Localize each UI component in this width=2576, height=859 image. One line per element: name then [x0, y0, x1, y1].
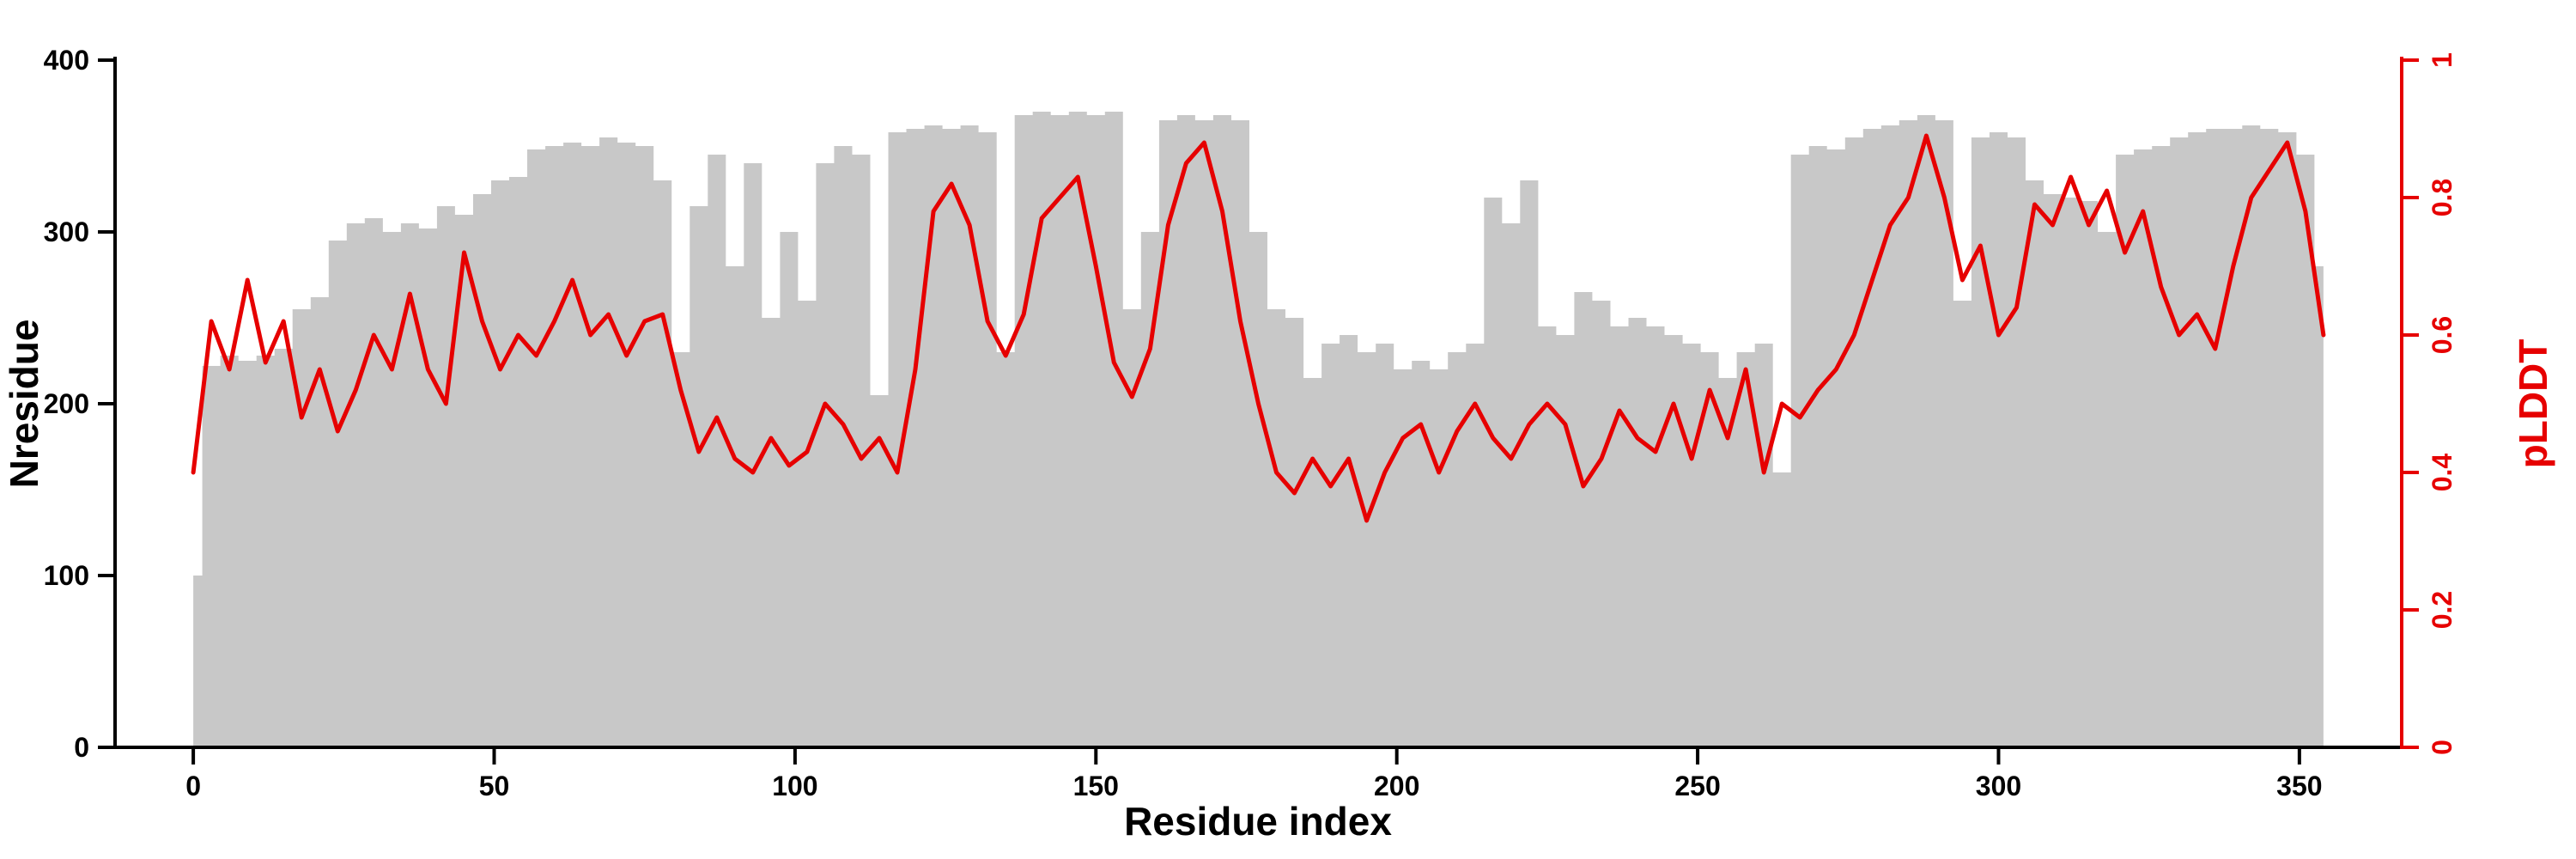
y-left-axis-label: Nresidue — [2, 320, 46, 489]
x-tick-label: 350 — [2276, 771, 2322, 801]
x-tick-label: 100 — [772, 771, 817, 801]
y-left-tick-label: 100 — [44, 560, 89, 591]
plddt-line-layer — [191, 133, 2326, 523]
x-axis-label: Residue index — [1124, 799, 1392, 844]
plddt-line — [191, 133, 2326, 523]
y-right-tick-label: 0.6 — [2427, 316, 2458, 354]
y-right-tick-label: 0.8 — [2427, 179, 2458, 216]
y-left-tick-label: 400 — [44, 45, 89, 76]
y-right-tick-label: 0.4 — [2427, 454, 2458, 492]
y-left-tick-label: 200 — [44, 388, 89, 419]
nresidue-area-layer — [193, 112, 2324, 747]
y-left-tick-label: 0 — [74, 732, 89, 763]
y-right-tick-label: 0.2 — [2427, 591, 2458, 629]
x-tick-label: 200 — [1374, 771, 1419, 801]
nresidue-area — [193, 112, 2324, 747]
ticks-layer: 0 50 100 150 200 250 300 350 0 100 200 300 400 0 0.2 0.… — [44, 45, 2458, 801]
y-right-tick-label: 1 — [2427, 52, 2458, 68]
x-tick-label: 250 — [1674, 771, 1720, 801]
y-right-tick-label: 0 — [2427, 740, 2458, 755]
y-right-axis-label: pLDDT — [2511, 339, 2555, 469]
x-tick-label: 0 — [185, 771, 201, 801]
x-tick-label: 50 — [479, 771, 510, 801]
y-left-tick-label: 300 — [44, 216, 89, 247]
x-tick-label: 300 — [1976, 771, 2021, 801]
x-tick-label: 150 — [1073, 771, 1119, 801]
